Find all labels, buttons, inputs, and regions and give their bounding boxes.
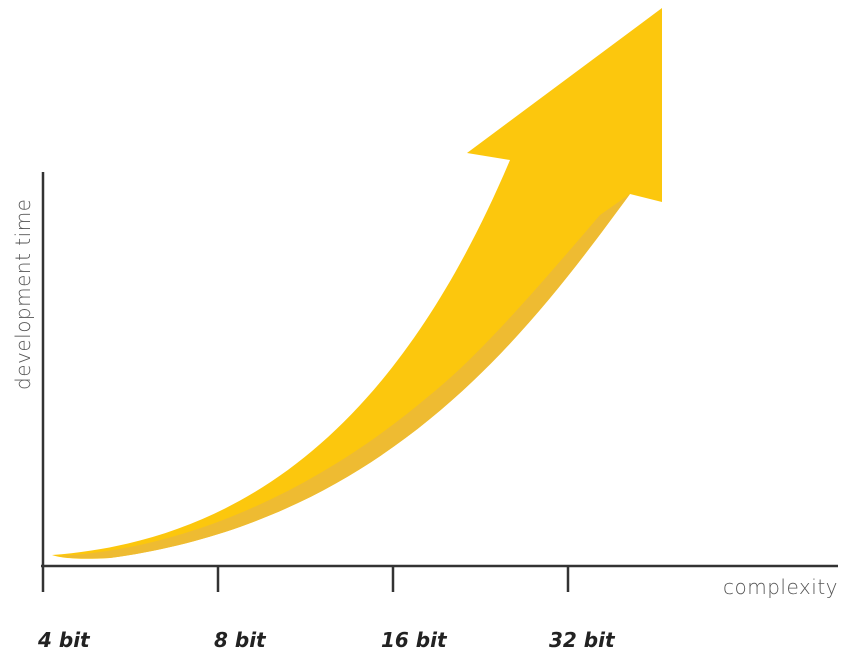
x-tick-label: 32 bit [549, 628, 616, 652]
x-tick-label: 8 bit [214, 628, 267, 652]
growth-arrow [52, 8, 662, 559]
x-axis-title: complexity [723, 575, 838, 599]
x-tick-label: 4 bit [37, 628, 91, 652]
y-axis-title: development time [11, 199, 35, 390]
x-tick-label: 16 bit [381, 628, 448, 652]
axes [41, 172, 838, 592]
arrow-body [52, 8, 662, 559]
x-tick-labels: 4 bit 8 bit 16 bit 32 bit [37, 628, 616, 652]
